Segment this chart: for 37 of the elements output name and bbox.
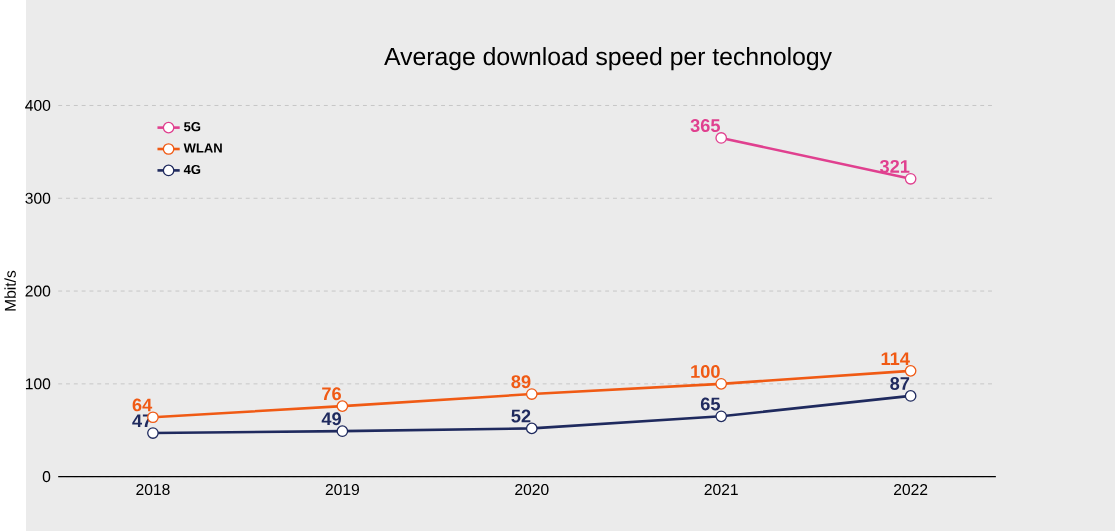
point <box>715 377 728 390</box>
point <box>904 389 917 402</box>
data-label: 321 <box>879 159 910 173</box>
legend-label: 4G <box>183 164 201 174</box>
data-label: 100 <box>691 364 720 378</box>
chart-title: Average download speed per technology <box>384 46 832 70</box>
y-tick-label: 200 <box>25 285 51 297</box>
x-tick-label: 2018 <box>136 483 170 495</box>
point <box>147 427 159 439</box>
point <box>904 364 917 377</box>
point <box>525 422 538 435</box>
point <box>715 131 728 144</box>
x-tick-label: 2021 <box>704 483 738 495</box>
data-label: 65 <box>700 397 721 411</box>
point <box>336 400 349 412</box>
legend-label: 5G <box>184 121 201 132</box>
y-tick-label: 100 <box>25 378 51 390</box>
point <box>336 425 349 437</box>
data-label: 89 <box>511 375 531 388</box>
point <box>525 388 538 400</box>
x-tick-label: 2019 <box>325 483 359 495</box>
y-tick-label: 0 <box>42 470 51 482</box>
x-tick-label: 2022 <box>894 483 928 495</box>
point <box>904 172 917 185</box>
data-label: 64 <box>132 398 153 412</box>
legend-label: WLAN <box>183 143 222 153</box>
data-label: 76 <box>322 387 341 401</box>
point <box>715 410 728 423</box>
y-tick-label: 300 <box>25 192 51 204</box>
data-label: 52 <box>511 409 531 423</box>
y-tick-label: 400 <box>25 99 51 111</box>
data-label: 114 <box>881 352 910 365</box>
data-label: 365 <box>690 118 720 132</box>
x-tick-label: 2020 <box>515 483 549 495</box>
y-axis-title: Mbit/s <box>4 270 16 311</box>
data-label: 49 <box>321 412 341 426</box>
data-label: 87 <box>890 376 910 390</box>
